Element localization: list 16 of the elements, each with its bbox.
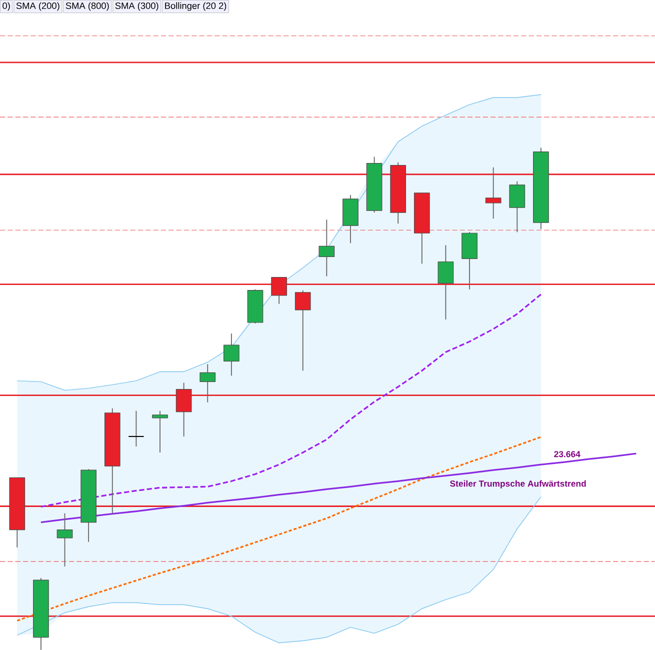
candlestick [318, 218, 335, 277]
annotation: 23.664 [554, 450, 580, 458]
candlestick [152, 410, 168, 453]
text: 0) [2, 2, 10, 11]
candlestick [128, 410, 144, 447]
candlestick [509, 180, 526, 232]
candlestick [56, 512, 73, 567]
text: SMA (200) [16, 2, 60, 11]
candlestick [294, 290, 311, 371]
candlestick [224, 332, 240, 376]
annotation: Steiler Trumpsche Aufwärtstrend [450, 480, 586, 488]
candlestick [438, 244, 454, 320]
text: SMA (300) [115, 2, 158, 11]
candlestick [200, 364, 216, 403]
text: SMA (800) [66, 2, 109, 11]
text: Bollinger (20 2) [165, 2, 226, 11]
